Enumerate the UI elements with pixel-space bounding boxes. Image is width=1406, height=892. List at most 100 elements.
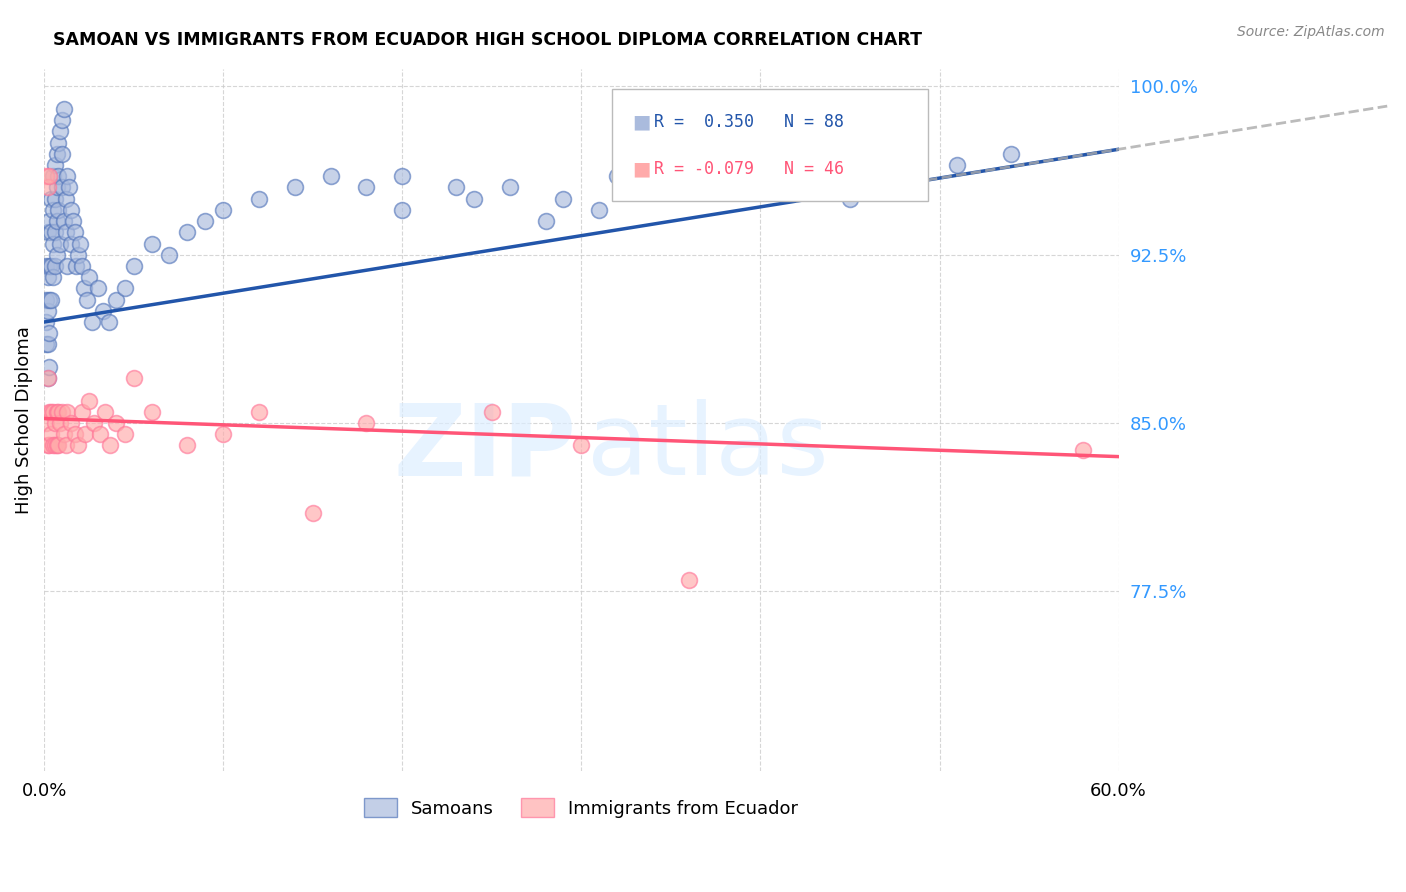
Point xyxy=(70,405,93,419)
Point xyxy=(69,236,91,251)
Point xyxy=(38,214,60,228)
Point xyxy=(51,113,73,128)
Point xyxy=(104,416,127,430)
Point xyxy=(391,202,413,217)
Point xyxy=(1071,442,1094,457)
Point xyxy=(141,236,163,251)
Point xyxy=(893,180,915,194)
Point xyxy=(37,303,59,318)
Point xyxy=(45,180,67,194)
Point xyxy=(82,315,104,329)
Text: atlas: atlas xyxy=(586,400,828,496)
Point xyxy=(499,180,522,194)
Point xyxy=(98,438,121,452)
Point xyxy=(35,315,58,329)
Point xyxy=(247,192,270,206)
Point xyxy=(212,427,235,442)
Point xyxy=(39,192,62,206)
Point xyxy=(37,180,59,194)
Point xyxy=(49,236,72,251)
Point xyxy=(52,214,75,228)
Point xyxy=(72,281,94,295)
Point xyxy=(159,248,181,262)
Point xyxy=(194,214,217,228)
Point xyxy=(114,281,136,295)
Point xyxy=(76,293,98,307)
Point xyxy=(678,573,700,587)
Point xyxy=(67,248,90,262)
Point xyxy=(44,438,66,452)
Point xyxy=(70,259,93,273)
Point xyxy=(44,192,66,206)
Text: R =  0.350   N = 88: R = 0.350 N = 88 xyxy=(654,113,844,131)
Legend: Samoans, Immigrants from Ecuador: Samoans, Immigrants from Ecuador xyxy=(357,791,806,825)
Text: Source: ZipAtlas.com: Source: ZipAtlas.com xyxy=(1237,25,1385,39)
Point xyxy=(122,259,145,273)
Point xyxy=(176,438,198,452)
Point xyxy=(77,270,100,285)
Point xyxy=(56,259,79,273)
Point xyxy=(356,180,378,194)
Point xyxy=(62,214,84,228)
Point xyxy=(51,405,73,419)
Point xyxy=(1000,146,1022,161)
Point xyxy=(39,293,62,307)
Point xyxy=(65,259,87,273)
Point xyxy=(42,202,65,217)
Point xyxy=(678,180,700,194)
Y-axis label: High School Diploma: High School Diploma xyxy=(15,326,32,514)
Point xyxy=(48,136,70,150)
Point xyxy=(444,180,467,194)
Text: R = -0.079   N = 46: R = -0.079 N = 46 xyxy=(654,161,844,178)
Point xyxy=(553,192,575,206)
Point xyxy=(42,405,65,419)
Point xyxy=(38,326,60,341)
Point xyxy=(946,158,969,172)
Point xyxy=(284,180,307,194)
Point xyxy=(75,427,97,442)
Point xyxy=(59,416,82,430)
Point xyxy=(37,225,59,239)
Point xyxy=(63,225,86,239)
Point xyxy=(89,427,111,442)
Point xyxy=(77,393,100,408)
Point xyxy=(51,180,73,194)
Point xyxy=(356,416,378,430)
Point xyxy=(37,371,59,385)
Point xyxy=(42,270,65,285)
Point xyxy=(301,506,323,520)
Point xyxy=(481,405,503,419)
Point xyxy=(97,315,120,329)
Point xyxy=(44,225,66,239)
Point xyxy=(52,427,75,442)
Point xyxy=(104,293,127,307)
Point xyxy=(56,405,79,419)
Point xyxy=(94,405,117,419)
Point xyxy=(44,158,66,172)
Point xyxy=(122,371,145,385)
Text: ■: ■ xyxy=(633,112,651,131)
Point xyxy=(63,427,86,442)
Point xyxy=(38,169,60,184)
Point xyxy=(42,438,65,452)
Point xyxy=(176,225,198,239)
Point xyxy=(391,169,413,184)
Point xyxy=(38,438,60,452)
Point xyxy=(588,202,610,217)
Point xyxy=(52,102,75,116)
Point xyxy=(49,124,72,138)
Point xyxy=(114,427,136,442)
Point xyxy=(212,202,235,217)
Point xyxy=(87,281,110,295)
Point xyxy=(39,405,62,419)
Point xyxy=(38,293,60,307)
Point xyxy=(59,202,82,217)
Point xyxy=(785,158,807,172)
Point xyxy=(58,180,80,194)
Text: SAMOAN VS IMMIGRANTS FROM ECUADOR HIGH SCHOOL DIPLOMA CORRELATION CHART: SAMOAN VS IMMIGRANTS FROM ECUADOR HIGH S… xyxy=(53,31,922,49)
Point xyxy=(42,236,65,251)
Point xyxy=(35,337,58,351)
Point xyxy=(45,405,67,419)
Point xyxy=(59,236,82,251)
Point xyxy=(91,303,114,318)
